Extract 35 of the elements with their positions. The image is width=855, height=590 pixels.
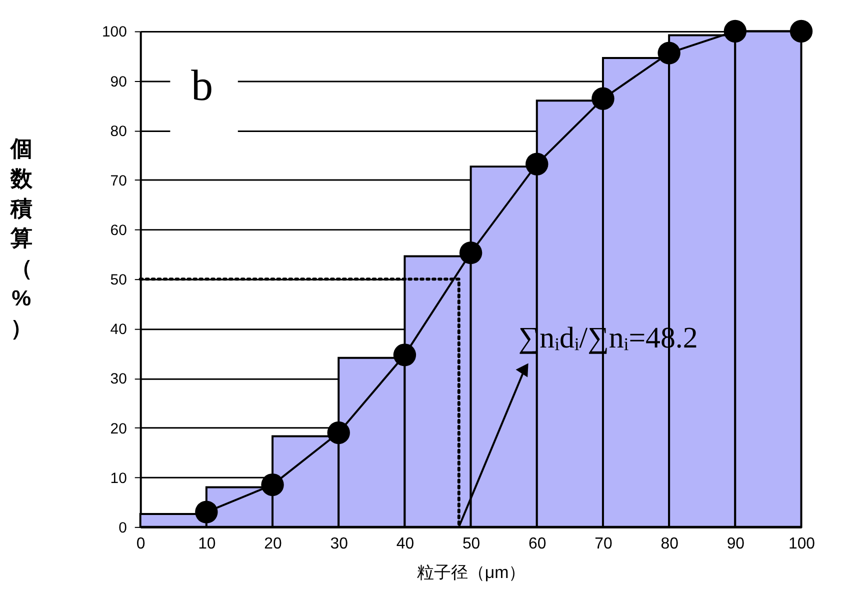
point [592, 87, 614, 110]
y-tick-label: 10 [110, 470, 127, 487]
y-tick-label: 20 [110, 420, 127, 438]
x-tick-label: 10 [198, 535, 216, 552]
point [327, 421, 350, 444]
x-tick-label: 30 [330, 535, 348, 552]
y-tick-label: 30 [110, 370, 127, 388]
point [790, 20, 813, 43]
point [526, 152, 548, 176]
point [261, 473, 284, 496]
y-tick-label: 70 [110, 172, 127, 190]
y-tick-label: 40 [110, 321, 127, 338]
x-tick-label: 100 [788, 535, 816, 552]
point [658, 42, 680, 64]
x-tick-label: 70 [594, 535, 612, 552]
text: b [191, 62, 213, 110]
x-axis-title: 粒子径（μm） [416, 563, 526, 582]
x-tick-label: 0 [136, 535, 146, 552]
y-tick-label: 50 [110, 272, 127, 289]
y-axis-title: 個数積算（%） [9, 136, 34, 340]
x-tick-label: 80 [660, 535, 679, 552]
y-tick-label: 80 [110, 122, 127, 140]
x-tick-label: 40 [396, 535, 414, 552]
x-tick-label: 60 [528, 535, 546, 552]
y-tick-label: 0 [118, 519, 127, 536]
point [195, 500, 218, 524]
x-tick-label: 20 [264, 535, 282, 552]
y-tick-label: 60 [110, 222, 127, 239]
point [724, 20, 747, 43]
point [393, 344, 416, 366]
y-tick-label: 100 [102, 24, 127, 41]
x-tick-label: 50 [462, 535, 480, 552]
x-tick-label: 90 [726, 535, 745, 552]
y-tick-label: 90 [110, 73, 127, 90]
point [459, 241, 482, 264]
